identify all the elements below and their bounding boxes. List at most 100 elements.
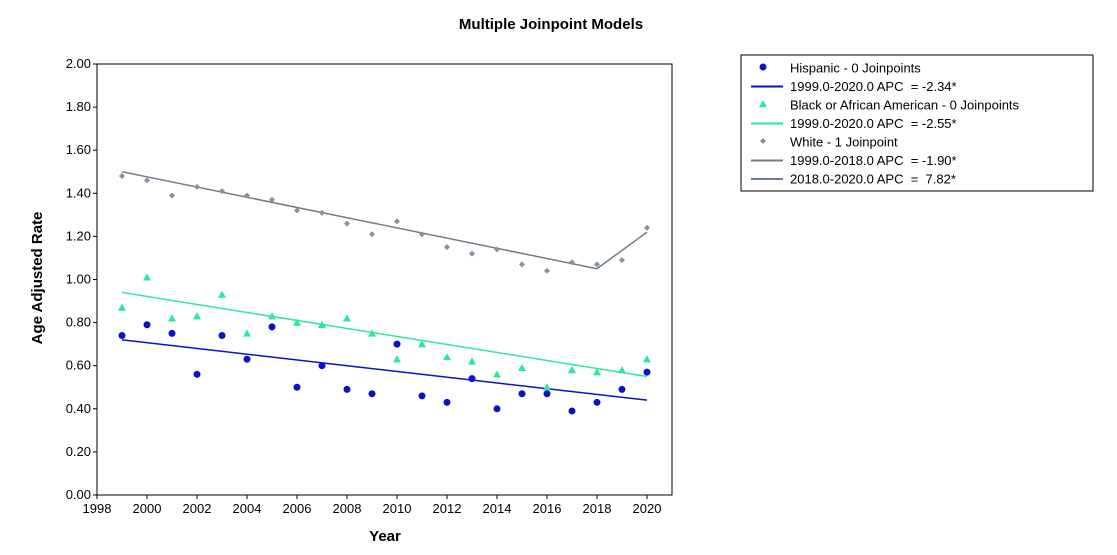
data-point <box>168 314 176 322</box>
data-point <box>418 340 426 348</box>
legend-entry-label: White - 1 Joinpoint <box>790 135 898 150</box>
data-point <box>518 363 526 372</box>
data-point <box>643 368 651 376</box>
data-point <box>219 188 225 195</box>
data-point <box>469 250 475 257</box>
y-tick-label: 0.80 <box>66 315 91 330</box>
data-point <box>144 177 150 184</box>
legend-marker <box>760 138 766 144</box>
legend-box <box>740 54 1094 192</box>
x-tick-label: 2006 <box>283 501 312 516</box>
fit-line <box>121 291 648 378</box>
x-axis-title: Year <box>369 528 401 545</box>
data-point <box>318 320 326 328</box>
y-tick-label: 1.20 <box>66 228 91 243</box>
data-point <box>368 329 376 337</box>
y-tick-label: 1.00 <box>66 272 91 287</box>
y-tick-label: 0.20 <box>66 444 91 459</box>
x-tick-label: 2018 <box>583 501 612 516</box>
data-point <box>143 321 151 329</box>
data-point <box>543 390 551 398</box>
data-point <box>343 314 351 322</box>
data-point <box>293 318 301 326</box>
y-tick-label: 2.00 <box>66 56 91 71</box>
legend-marker <box>759 100 767 108</box>
x-tick-label: 2008 <box>333 501 362 516</box>
x-tick-label: 2012 <box>433 501 462 516</box>
fit-lines <box>121 171 648 401</box>
data-point <box>368 390 376 398</box>
data-point <box>118 303 126 311</box>
data-point <box>118 332 126 340</box>
legend: Hispanic - 0 Joinpoints 1999.0-2020.0 APC… <box>740 54 1094 192</box>
y-axis-title: Age Adjusted Rate <box>29 212 46 345</box>
y-tick-label: 0.00 <box>66 487 91 502</box>
data-point <box>168 329 176 337</box>
data-point <box>244 192 250 199</box>
data-point <box>268 323 276 331</box>
x-tick-label: 2020 <box>633 501 662 516</box>
data-point <box>119 173 125 180</box>
data-point <box>593 398 601 406</box>
data-point <box>619 257 625 264</box>
data-point <box>394 218 400 225</box>
data-point <box>644 224 650 231</box>
data-point <box>443 353 451 361</box>
data-point <box>493 370 501 378</box>
data-point <box>294 207 300 214</box>
data-point <box>568 366 576 374</box>
data-point <box>343 385 351 393</box>
data-point <box>193 312 201 320</box>
data-point <box>194 183 200 190</box>
data-point <box>393 340 401 348</box>
data-point <box>218 290 226 298</box>
tick-labels: 1998 2000 2002 2004 2006 2008 2010 2012 2014 2016… <box>66 56 662 516</box>
data-point <box>419 231 425 238</box>
data-point <box>643 355 651 363</box>
legend-entry-label: Black or African American - 0 Joinpoints <box>790 98 1020 113</box>
x-tick-label: 1998 <box>83 501 112 516</box>
legend-entry-label: 1999.0-2020.0 APC = -2.55* <box>790 116 957 131</box>
data-point <box>569 259 575 266</box>
data-point <box>593 368 601 376</box>
data-point <box>493 405 501 413</box>
fit-line <box>121 339 648 401</box>
data-point <box>293 383 301 391</box>
x-tick-label: 2000 <box>133 501 162 516</box>
x-tick-label: 2016 <box>533 501 562 516</box>
chart-title: Multiple Joinpoint Models <box>459 16 643 33</box>
data-point <box>319 209 325 216</box>
data-point <box>193 370 201 378</box>
x-tick-label: 2002 <box>183 501 212 516</box>
fit-line <box>596 231 648 270</box>
y-tick-label: 1.80 <box>66 99 91 114</box>
data-point <box>543 383 551 391</box>
data-point <box>518 390 526 398</box>
fit-line <box>121 171 598 270</box>
data-point <box>269 196 275 203</box>
data-point <box>443 398 451 406</box>
y-tick-label: 1.40 <box>66 185 91 200</box>
data-point <box>393 355 401 363</box>
data-point <box>218 332 226 340</box>
data-point <box>618 366 626 374</box>
legend-entry-label: 2018.0-2020.0 APC = 7.82* <box>790 172 956 187</box>
axes <box>93 63 673 499</box>
data-point <box>519 261 525 268</box>
y-tick-label: 0.40 <box>66 401 91 416</box>
data-point <box>544 267 550 274</box>
data-point <box>444 244 450 251</box>
legend-entry-label: 1999.0-2020.0 APC = -2.34* <box>790 79 957 94</box>
data-point <box>243 355 251 363</box>
data-point <box>318 362 326 370</box>
data-point <box>243 329 251 337</box>
data-point <box>594 261 600 268</box>
x-tick-label: 2014 <box>483 501 512 516</box>
data-point <box>344 220 350 227</box>
legend-marker <box>759 63 767 71</box>
data-point <box>568 407 576 415</box>
legend-entry-label: 1999.0-2018.0 APC = -1.90* <box>790 153 957 168</box>
x-tick-label: 2010 <box>383 501 412 516</box>
data-points <box>118 173 651 415</box>
